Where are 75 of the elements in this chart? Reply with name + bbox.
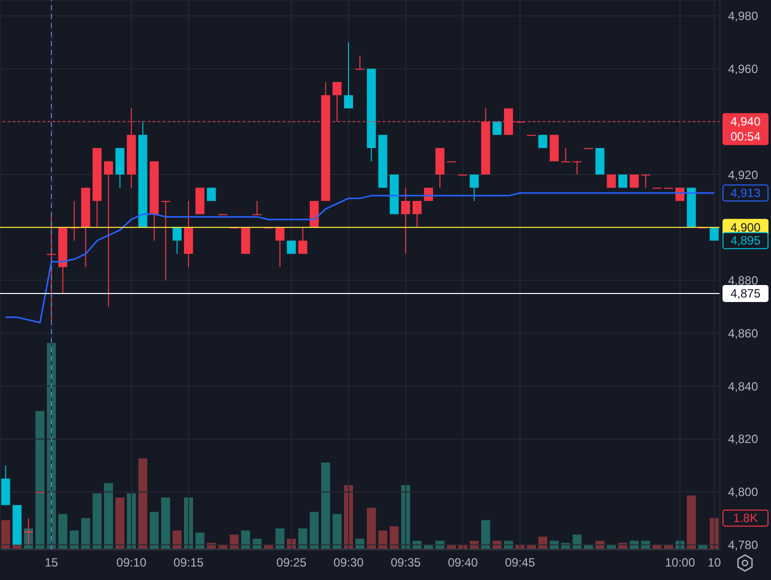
bar	[172, 530, 182, 549]
bar	[366, 508, 376, 549]
x-tick-label: 09:35	[390, 556, 422, 570]
text: 4,895	[730, 234, 761, 248]
x-tick-label: 09:10	[116, 556, 147, 570]
ref-line-label: 4,900	[730, 220, 761, 234]
bar	[104, 483, 113, 549]
bar	[378, 530, 388, 549]
bar	[115, 498, 124, 549]
candlestick	[492, 121, 502, 136]
text: 4,913	[730, 186, 761, 200]
bar	[230, 534, 239, 549]
bar	[81, 518, 90, 549]
bar	[35, 410, 44, 549]
y-tick-label: 4,860	[728, 326, 758, 340]
bar	[321, 462, 330, 549]
x-tick-label: 15	[44, 556, 58, 570]
candlestick	[355, 55, 364, 70]
bar	[161, 498, 170, 549]
candlestick	[618, 174, 628, 188]
bar	[195, 532, 204, 549]
bar	[58, 514, 68, 549]
bar	[481, 520, 490, 549]
text: 00:54	[730, 130, 761, 144]
candlestick	[161, 200, 170, 281]
candlestick	[206, 187, 216, 202]
candlestick	[470, 174, 479, 202]
bar	[138, 458, 148, 549]
x-tick-label: 09:30	[334, 556, 364, 570]
x-tick-label: 09:15	[174, 556, 204, 570]
ref-line-label: 4,875	[730, 286, 761, 301]
candlestick	[401, 187, 410, 254]
x-tick-label: 10:00	[664, 556, 696, 570]
candlestick	[298, 226, 308, 254]
x-tick-label: 10	[708, 556, 722, 570]
candlestick	[344, 42, 353, 109]
y-tick-label: 4,880	[728, 274, 758, 288]
bar	[310, 512, 319, 549]
candlestick	[412, 200, 422, 228]
bar	[572, 534, 582, 549]
y-tick-label: 4,980	[728, 9, 758, 24]
bar	[332, 514, 342, 549]
bar	[92, 493, 102, 549]
y-tick-label: 4,800	[728, 485, 758, 500]
candlestick	[104, 160, 113, 308]
candlestick	[172, 226, 182, 254]
candlestick	[606, 174, 616, 188]
bar	[686, 495, 696, 549]
y-tick-label: 4,920	[728, 168, 758, 182]
candlestick	[630, 174, 639, 188]
bar	[241, 530, 250, 549]
y-tick-label: 4,960	[728, 62, 758, 76]
bar	[298, 528, 308, 549]
candlestick	[641, 174, 650, 188]
line-series	[4, 192, 716, 324]
candlestick	[275, 226, 284, 268]
x-tick-label: 09:40	[448, 556, 478, 570]
candlestick	[561, 148, 570, 162]
ref-line-label: 4,940	[730, 114, 761, 129]
bar	[275, 528, 284, 549]
y-tick-label: 4,820	[728, 432, 758, 446]
x-tick-label: 09:45	[504, 556, 536, 570]
y-tick-label: 4,780	[728, 538, 758, 552]
y-tick-label: 4,840	[728, 379, 758, 394]
candlestick	[286, 240, 296, 254]
bar	[70, 530, 79, 549]
bar	[1, 520, 10, 549]
bar	[390, 526, 399, 549]
candlestick	[252, 200, 262, 216]
text: 1.8K	[733, 511, 758, 526]
x-tick-label: 09:25	[276, 556, 307, 570]
candlestick	[675, 187, 684, 202]
candlestick	[572, 160, 582, 176]
bar	[150, 512, 159, 549]
candlestick	[424, 187, 433, 202]
